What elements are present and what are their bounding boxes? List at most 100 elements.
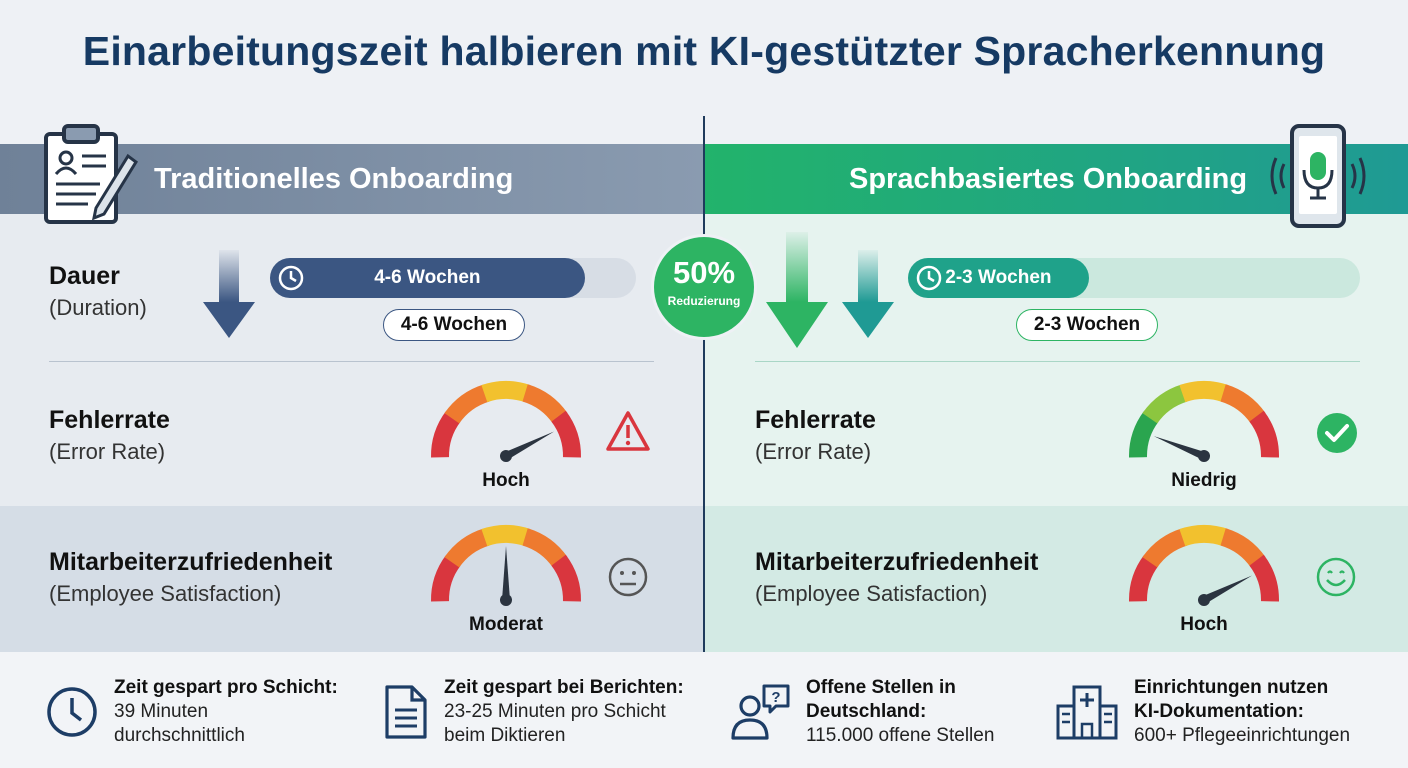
document-icon [385,685,427,739]
gauge-segment [1249,410,1279,458]
traditional-error-gauge [431,381,581,462]
voice-satisfaction-gauge [1129,525,1279,606]
stat-heading: Einrichtungen nutzen [1134,677,1329,698]
stat-facilities: Einrichtungen nutzen KI-Dokumentation: 6… [1134,676,1350,748]
gauge-needle [502,546,510,600]
gauge-needle [1153,436,1206,460]
voice-duration-bar: 2-3 Wochen [908,258,1089,298]
gauge-needle [1202,575,1253,604]
traditional-header-label: Traditionelles Onboarding [154,162,514,195]
gauge-segment [1179,525,1229,547]
gauge-segment [444,384,490,424]
voice-duration-pill: 2-3 Wochen [1016,309,1158,341]
gauge-segment [1129,410,1159,458]
stat-open-positions: Offene Stellen in Deutschland: 115.000 o… [806,676,994,748]
gauge-segment [1220,384,1266,424]
gauge-segment [481,381,531,403]
svg-text:?: ? [771,689,780,706]
voice-satisfaction-label: Mitarbeiterzufriedenheit (Employee Satis… [755,548,1038,607]
clipboard-icon [44,124,138,224]
reduction-percent: 50% [672,255,736,290]
gauge-segment [1142,384,1188,424]
traditional-error-title: Fehlerrate [49,406,170,434]
voice-duration-track: 2-3 Wochen [908,258,1360,298]
stat-heading-cont: Deutschland: [806,701,927,722]
voice-error-label: Fehlerrate (Error Rate) [755,406,876,465]
gauge-segment [551,554,581,602]
voice-panel [704,144,1408,652]
traditional-panel [0,144,704,652]
stat-heading: Zeit gespart bei Berichten: [444,677,684,698]
stat-value: 23-25 Minuten pro Schicht [444,701,666,722]
gauge-hub [1198,450,1210,462]
traditional-duration-pill: 4-6 Wochen [383,309,525,341]
traditional-error-gauge-label: Hoch [482,470,530,491]
gauge-hub [1198,594,1210,606]
traditional-duration-label: Dauer (Duration) [49,262,147,321]
stat-value: 115.000 offene Stellen [806,725,995,746]
gauge-segment [1179,381,1229,403]
gauge-segment [1129,554,1159,602]
clock-icon [47,687,97,737]
gauge-segment [481,525,531,547]
gauge-segment [551,410,581,458]
traditional-satisfaction-label: Mitarbeiterzufriedenheit (Employee Satis… [49,548,332,607]
voice-error-subtitle: (Error Rate) [755,439,872,464]
reduction-label: Reduzierung [667,294,741,308]
down-arrow-green-icon [766,232,828,348]
traditional-satisfaction-subtitle: (Employee Satisfaction) [49,581,282,606]
center-divider [703,116,705,652]
traditional-divider [49,361,654,362]
traditional-satisfaction-band [0,506,704,652]
hospital-icon [1056,685,1118,740]
person-question-icon: ? [731,684,790,740]
traditional-duration-track: 4-6 Wochen [270,258,636,298]
gauge-segment [431,554,461,602]
gauge-segment [522,528,568,568]
voice-error-gauge [1129,381,1279,462]
stat-value: 39 Minuten [114,701,209,722]
voice-divider [755,361,1360,362]
traditional-satisfaction-gauge-label: Moderat [469,614,543,635]
gauge-segment [431,410,461,458]
clock-icon [916,265,942,291]
stat-time-per-shift: Zeit gespart pro Schicht: 39 Minuten dur… [114,676,338,748]
stat-heading: Offene Stellen in [806,677,956,698]
stat-value: durchschnittlich [114,725,245,746]
traditional-duration-bar: 4-6 Wochen [270,258,585,298]
down-arrow-icon [203,250,255,338]
traditional-error-subtitle: (Error Rate) [49,439,166,464]
footer-stats [0,652,1408,768]
gauge-segment [1249,554,1279,602]
clock-icon [278,265,304,291]
voice-duration-bar-text: 2-3 Wochen [945,267,1052,288]
traditional-satisfaction-gauge [431,525,581,606]
happy-face-icon [1316,557,1356,597]
gauge-hub [500,450,512,462]
reduction-badge: 50% Reduzierung [654,237,754,337]
warning-icon [606,411,650,451]
stat-heading: Zeit gespart pro Schicht: [114,677,338,698]
stat-value: 600+ Pflegeeinrichtungen [1134,725,1351,746]
voice-satisfaction-band [704,506,1408,652]
stat-value: beim Diktieren [444,725,566,746]
page-title: Einarbeitungszeit halbieren mit KI-gestü… [82,28,1326,74]
voice-satisfaction-title: Mitarbeiterzufriedenheit [755,548,1039,576]
gauge-segment [522,384,568,424]
check-circle-icon [1317,413,1357,453]
stat-heading-cont: KI-Dokumentation: [1134,701,1304,722]
voice-satisfaction-gauge-label: Hoch [1180,614,1228,635]
gauge-hub [500,594,512,606]
traditional-duration-title: Dauer [49,262,120,290]
voice-error-title: Fehlerrate [755,406,876,434]
voice-satisfaction-subtitle: (Employee Satisfaction) [755,581,988,606]
neutral-face-icon [608,557,648,597]
traditional-duration-bar-text: 4-6 Wochen [374,267,481,288]
traditional-error-label: Fehlerrate (Error Rate) [49,406,170,465]
traditional-duration-subtitle: (Duration) [49,295,147,320]
stat-time-reports: Zeit gespart bei Berichten: 23-25 Minute… [444,676,684,748]
down-arrow-teal-icon [842,250,894,338]
voice-error-gauge-label: Niedrig [1171,470,1237,491]
gauge-segment [1220,528,1266,568]
smartphone-microphone-icon [1270,124,1366,228]
